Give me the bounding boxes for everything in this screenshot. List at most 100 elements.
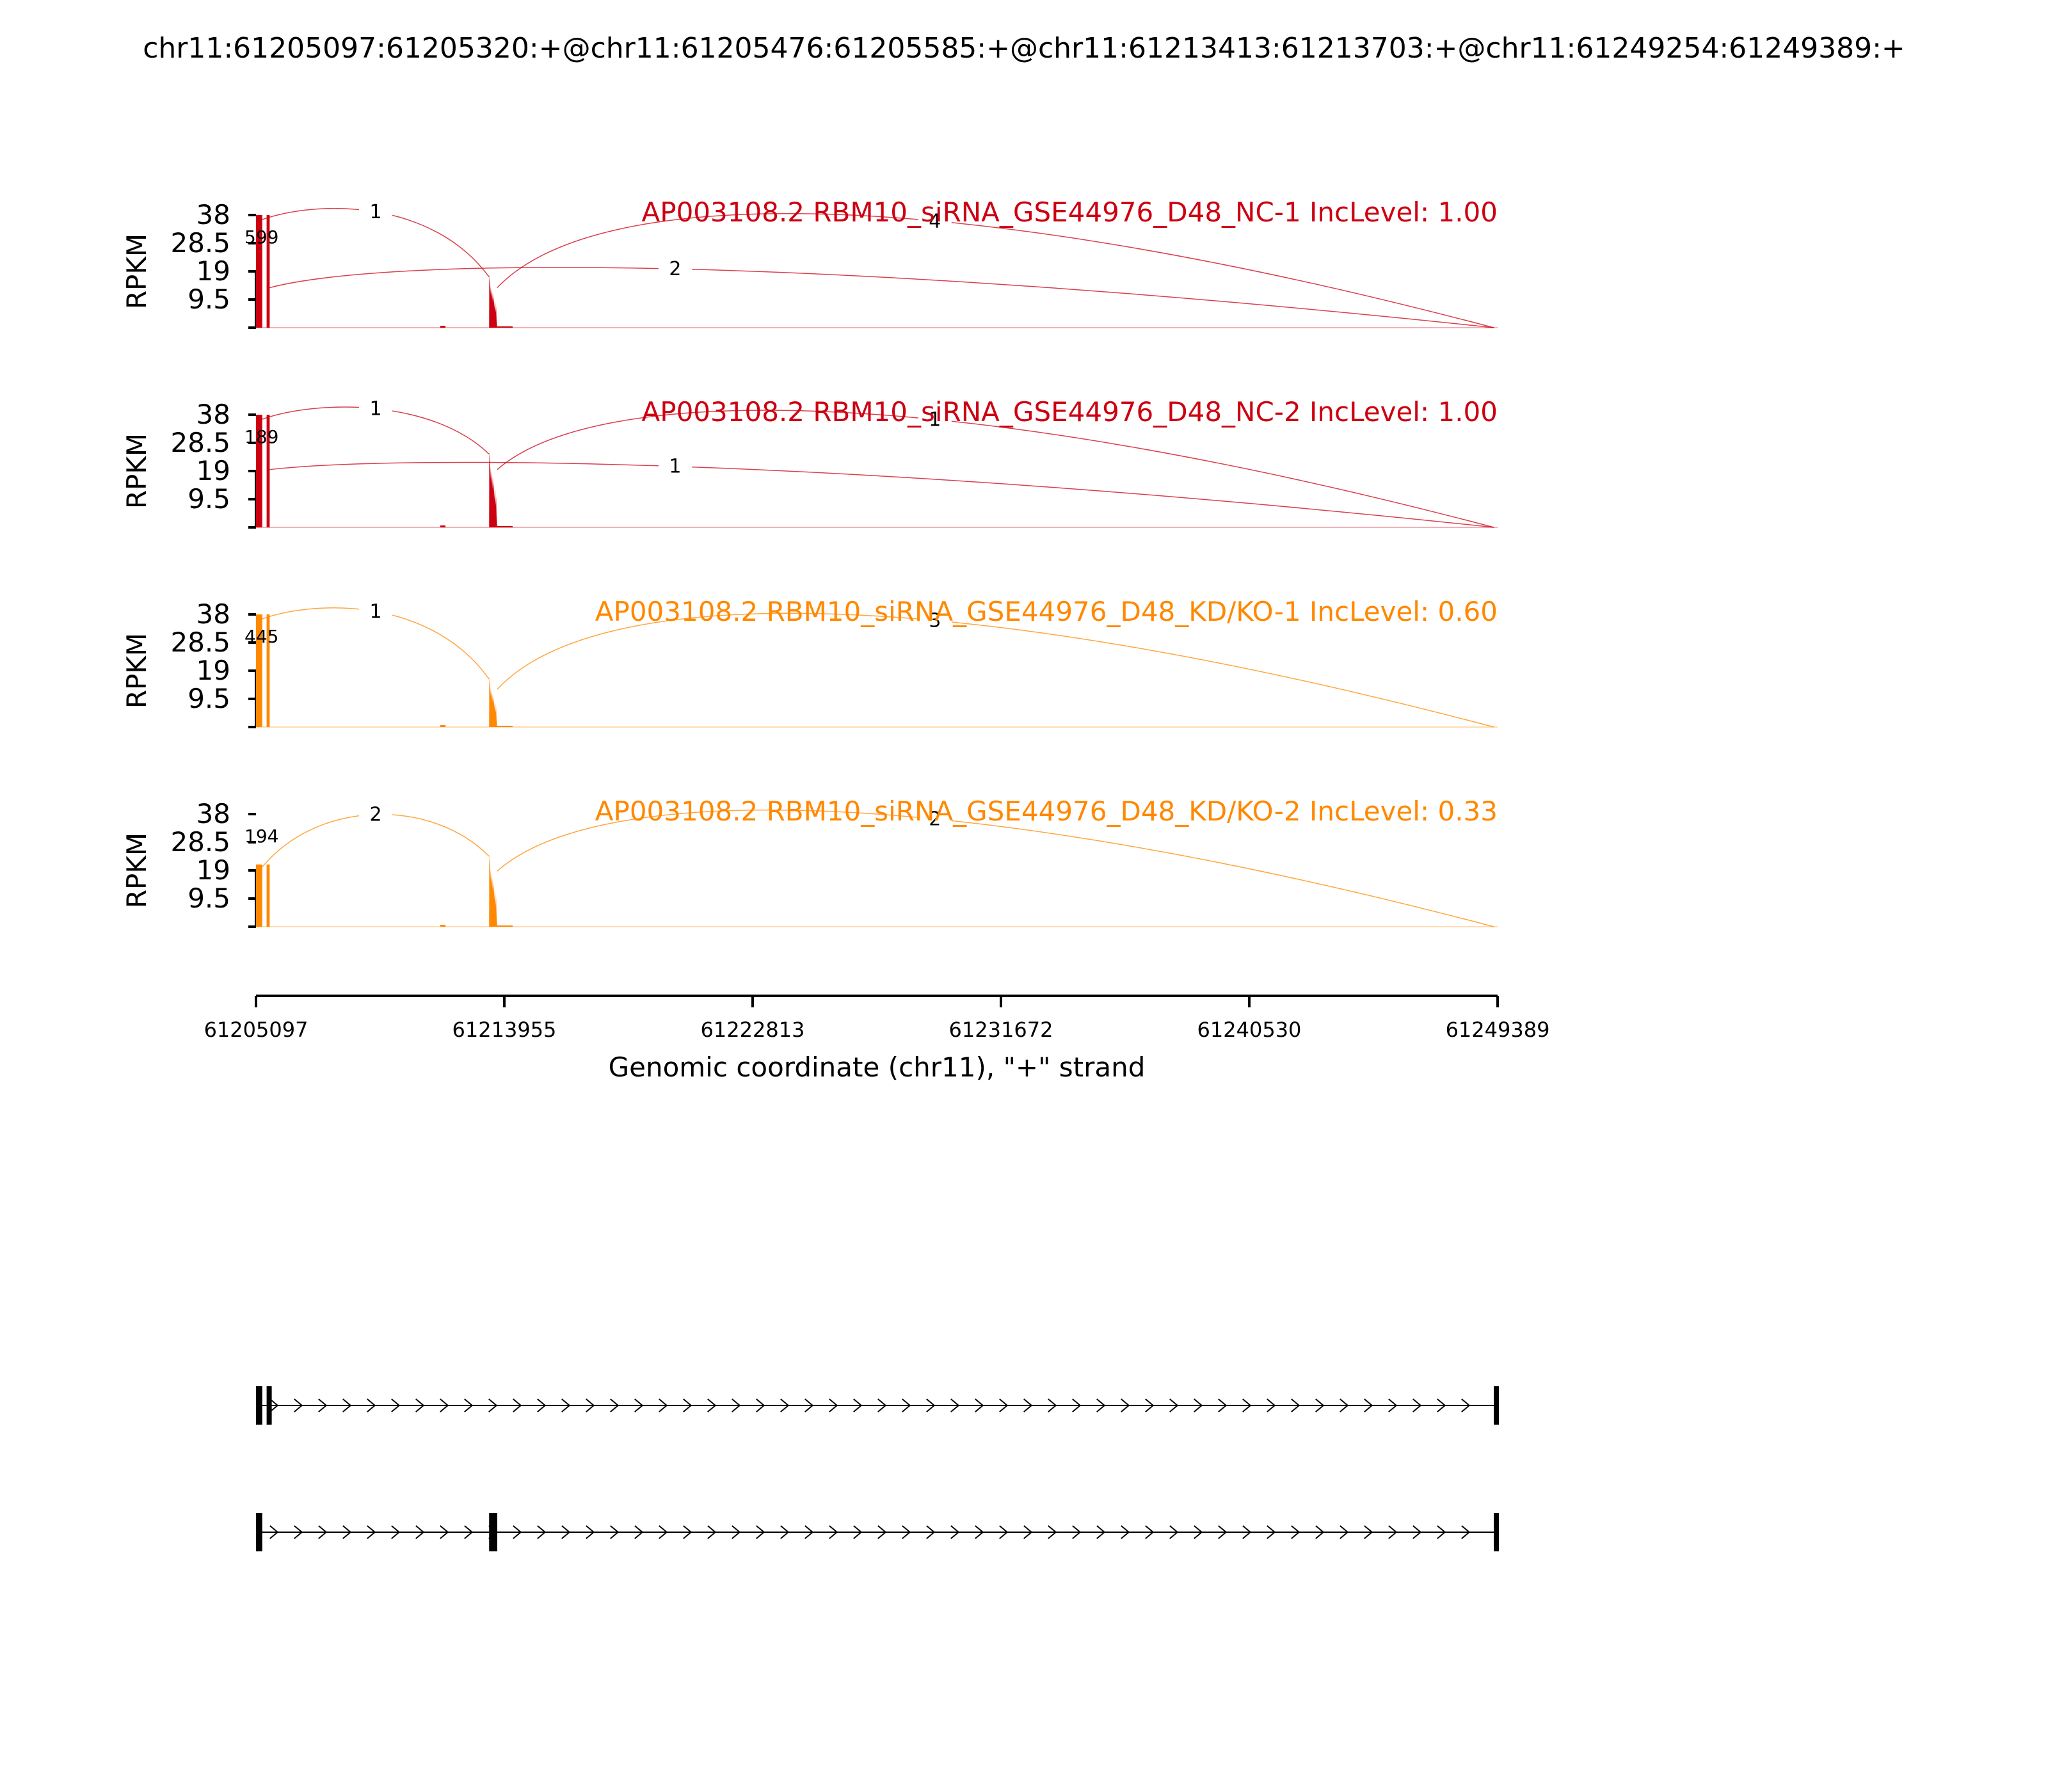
strand-arrow bbox=[586, 1398, 595, 1412]
y-axis-label: RPKM bbox=[121, 833, 152, 908]
strand-arrow bbox=[683, 1525, 692, 1539]
strand-arrow bbox=[1023, 1525, 1033, 1539]
strand-arrow bbox=[294, 1398, 303, 1412]
strand-arrow bbox=[586, 1525, 595, 1539]
peak-value-label: 445 bbox=[244, 626, 278, 647]
y-tick-label: 38 bbox=[196, 598, 230, 630]
strand-arrow bbox=[877, 1525, 887, 1539]
strand-arrow bbox=[464, 1398, 474, 1412]
strand-arrow bbox=[1194, 1398, 1203, 1412]
strand-arrow bbox=[391, 1398, 401, 1412]
strand-arrow bbox=[1145, 1525, 1155, 1539]
intron-coverage-blip bbox=[440, 725, 445, 727]
strand-arrow bbox=[804, 1525, 814, 1539]
strand-arrow bbox=[1072, 1525, 1082, 1539]
strand-arrow bbox=[902, 1525, 911, 1539]
x-tick-label: 61205097 bbox=[204, 1018, 308, 1042]
strand-arrow bbox=[732, 1398, 741, 1412]
junction-count-label: 1 bbox=[369, 201, 381, 223]
strand-arrow bbox=[1023, 1398, 1033, 1412]
strand-arrow bbox=[367, 1525, 376, 1539]
strand-arrow bbox=[1169, 1398, 1179, 1412]
y-tick-label: 38 bbox=[196, 798, 230, 829]
strand-arrow bbox=[683, 1398, 692, 1412]
junction-label-bg bbox=[658, 452, 692, 478]
junction-arc bbox=[269, 461, 1494, 528]
exon2-coverage bbox=[266, 415, 270, 527]
junction-arc bbox=[497, 612, 1494, 728]
figure-title: chr11:61205097:61205320:+@chr11:61205476… bbox=[143, 32, 1905, 65]
y-tick-label: 28.5 bbox=[170, 227, 230, 259]
strand-arrow bbox=[1145, 1398, 1155, 1412]
strand-arrow bbox=[610, 1398, 620, 1412]
exon2-coverage bbox=[266, 215, 270, 328]
strand-arrow bbox=[926, 1398, 936, 1412]
junction-count-label: 1 bbox=[369, 601, 381, 623]
transcript-models bbox=[256, 1386, 1500, 1551]
y-tick-label: 19 bbox=[196, 455, 230, 486]
strand-arrow bbox=[1437, 1525, 1446, 1539]
transcript-exon bbox=[256, 1386, 262, 1425]
strand-arrow bbox=[610, 1525, 620, 1539]
strand-arrow bbox=[1315, 1398, 1325, 1412]
y-tick-label: 9.5 bbox=[188, 284, 230, 315]
strand-arrow bbox=[1267, 1398, 1276, 1412]
strand-arrow bbox=[634, 1398, 644, 1412]
strand-arrow bbox=[1096, 1525, 1106, 1539]
strand-arrow bbox=[1412, 1398, 1422, 1412]
y-tick-label: 38 bbox=[196, 199, 230, 230]
exon1-coverage bbox=[256, 215, 262, 328]
strand-arrow bbox=[464, 1525, 474, 1539]
exon3-coverage bbox=[489, 274, 497, 328]
exon3-coverage-tail bbox=[497, 326, 513, 328]
strand-arrow bbox=[1364, 1398, 1373, 1412]
x-tick-label: 61249389 bbox=[1446, 1018, 1550, 1042]
panel-title: AP003108.2 RBM10_siRNA_GSE44976_D48_NC-1… bbox=[642, 196, 1498, 228]
strand-arrow bbox=[950, 1525, 960, 1539]
panel-title: AP003108.2 RBM10_siRNA_GSE44976_D48_KD/K… bbox=[595, 596, 1498, 627]
exon3-coverage bbox=[489, 450, 497, 527]
y-tick-label: 9.5 bbox=[188, 683, 230, 714]
strand-arrow bbox=[1291, 1398, 1300, 1412]
strand-arrow bbox=[877, 1398, 887, 1412]
strand-arrow bbox=[318, 1398, 328, 1412]
strand-arrow bbox=[975, 1525, 984, 1539]
strand-arrow bbox=[1267, 1525, 1276, 1539]
strand-arrow bbox=[1194, 1525, 1203, 1539]
exon3-coverage-tail bbox=[497, 526, 513, 527]
strand-arrow bbox=[513, 1398, 522, 1412]
exon2-coverage bbox=[266, 614, 270, 727]
junction-count-label: 1 bbox=[369, 398, 381, 420]
junction-count-label: 4 bbox=[929, 210, 941, 232]
strand-arrow bbox=[634, 1525, 644, 1539]
strand-arrow bbox=[659, 1398, 668, 1412]
peak-value-label: 599 bbox=[244, 227, 278, 248]
y-tick-label: 9.5 bbox=[188, 483, 230, 515]
strand-arrow bbox=[902, 1398, 911, 1412]
x-axis: 61205097 61213955 61222813 61231672 61240530… bbox=[204, 995, 1550, 1042]
junction-arc bbox=[497, 410, 1494, 528]
strand-arrow bbox=[756, 1525, 765, 1539]
strand-arrow bbox=[999, 1525, 1009, 1539]
strand-arrow bbox=[780, 1525, 790, 1539]
strand-arrow bbox=[1096, 1398, 1106, 1412]
transcript-skipping bbox=[256, 1513, 1500, 1551]
junction-label-bg bbox=[918, 606, 952, 632]
exon1-coverage bbox=[256, 415, 262, 527]
strand-arrow bbox=[926, 1525, 936, 1539]
strand-arrow bbox=[415, 1525, 425, 1539]
strand-arrow bbox=[1461, 1398, 1471, 1412]
junction-count-label: 2 bbox=[369, 804, 381, 826]
strand-arrow bbox=[1048, 1398, 1057, 1412]
strand-arrow bbox=[1242, 1525, 1252, 1539]
strand-arrow bbox=[440, 1398, 449, 1412]
x-tick-label: 61222813 bbox=[701, 1018, 805, 1042]
strand-arrow bbox=[1291, 1525, 1300, 1539]
strand-arrow bbox=[999, 1398, 1009, 1412]
strand-arrow bbox=[342, 1398, 352, 1412]
junction-count-label: 1 bbox=[929, 408, 941, 431]
panel-title: AP003108.2 RBM10_siRNA_GSE44976_D48_KD/K… bbox=[595, 796, 1498, 827]
